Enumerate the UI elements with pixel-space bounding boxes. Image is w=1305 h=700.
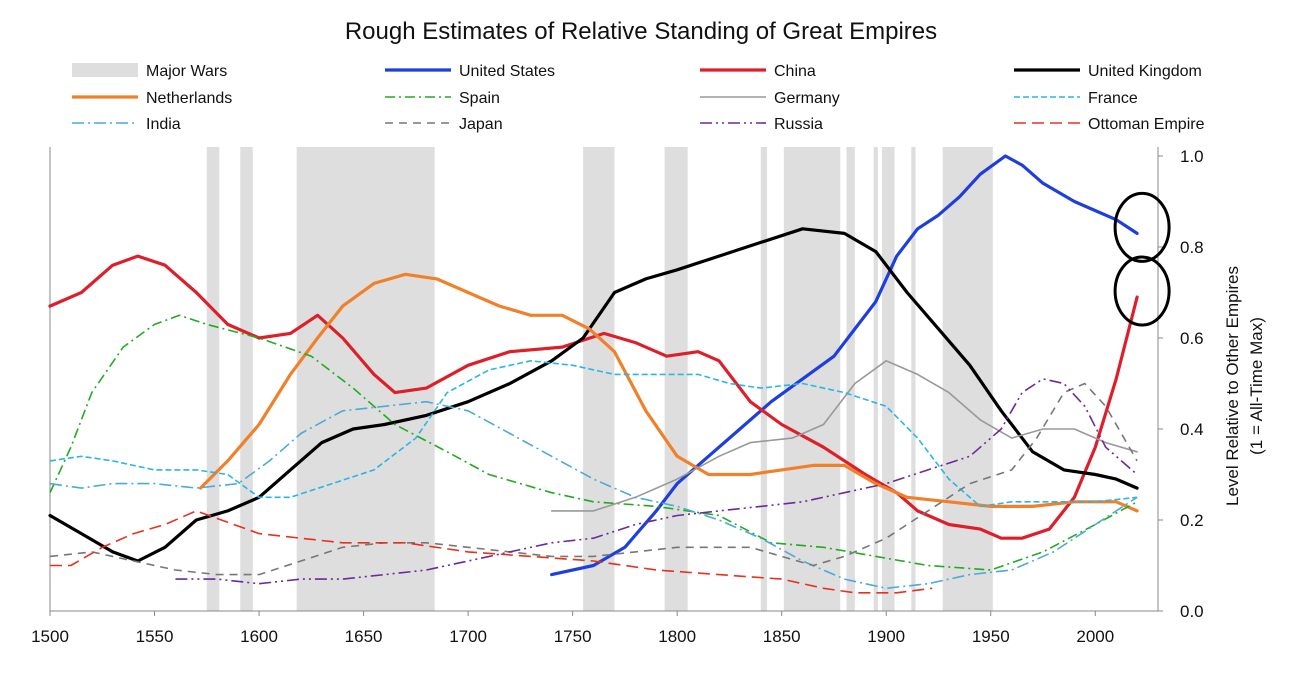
series-lines [48,154,1139,594]
y-tick-label-1: 0.2 [1180,511,1204,530]
war-band-9 [882,147,895,611]
series-line-germany [550,360,1138,512]
series-line-ottoman-empire [50,510,933,594]
y-tick-label-4: 0.8 [1180,238,1204,257]
y-tick-label-5: 1.0 [1180,147,1204,166]
y-tick-label-3: 0.6 [1180,329,1204,348]
war-band-0 [206,147,220,611]
legend: Major Wars United States China United Kingd… [72,63,1205,133]
annotation-circle-us [1113,191,1171,263]
chart-title: Rough Estimates of Relative Standing of … [344,18,938,45]
legend-label-united-states: United States [459,63,555,80]
legend-label-germany: Germany [774,90,840,107]
annotations [1113,191,1171,327]
war-band-3 [583,147,615,611]
y-axis-title-line1: Level Relative to Other Empires [1223,266,1242,506]
x-tick-label-1550: 1550 [136,627,174,646]
war-band-1 [240,147,253,611]
series-line-united-kingdom [48,227,1139,563]
y-axis-title-line2: (1 = All-Time Max) [1247,317,1266,455]
x-tick-label-1800: 1800 [658,627,696,646]
y-tick-label-0: 0.0 [1180,602,1204,621]
legend-label-major-wars: Major Wars [146,63,227,80]
series-line-china [48,254,1139,540]
legend-label-russia: Russia [774,116,823,133]
series-line-united-states [550,154,1139,577]
war-band-7 [846,147,855,611]
legend-label-china: China [774,63,816,80]
legend-label-india: India [146,116,181,133]
series-line-france [49,360,1138,508]
x-tick-label-1700: 1700 [449,627,487,646]
war-band-10 [911,147,916,611]
axes: 1500 1550 1600 1650 1700 1750 1800 1850 1900 1950… [31,147,1204,646]
war-band-11 [942,147,993,611]
y-tick-label-2: 0.4 [1180,420,1204,439]
legend-label-france: France [1088,90,1138,107]
legend-label-ottoman-empire: Ottoman Empire [1088,116,1205,133]
legend-label-spain: Spain [459,90,500,107]
legend-label-japan: Japan [459,116,503,133]
war-band-8 [873,147,878,611]
x-tick-label-2000: 2000 [1076,627,1114,646]
x-tick-label-1650: 1650 [345,627,383,646]
annotation-circle-china [1113,255,1171,327]
x-tick-label-1600: 1600 [240,627,278,646]
x-tick-label-1900: 1900 [867,627,905,646]
series-line-netherlands [198,272,1139,513]
x-tick-label-1750: 1750 [554,627,592,646]
x-tick-label-1950: 1950 [972,627,1010,646]
series-line-spain [49,314,1138,571]
legend-label-netherlands: Netherlands [146,90,232,107]
war-band-5 [760,147,768,611]
war-band-2 [296,147,435,611]
war-band-4 [664,147,688,611]
x-tick-label-1500: 1500 [31,627,69,646]
legend-swatch-major-wars [72,63,138,77]
war-band-6 [783,147,841,611]
x-tick-label-1850: 1850 [763,627,801,646]
legend-label-united-kingdom: United Kingdom [1088,63,1202,80]
